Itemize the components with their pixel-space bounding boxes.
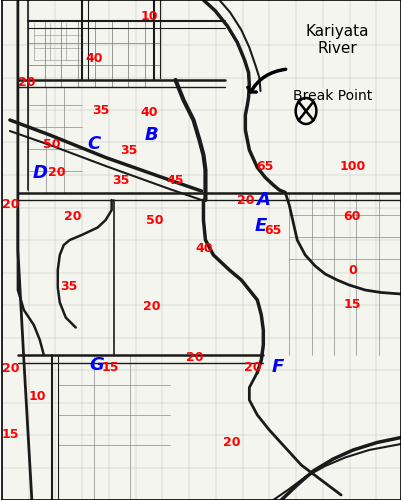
Text: 50: 50 — [146, 214, 163, 226]
Text: 20: 20 — [64, 210, 82, 223]
Text: 60: 60 — [344, 210, 361, 222]
Text: G: G — [89, 356, 104, 374]
Text: 65: 65 — [257, 160, 274, 172]
Text: 15: 15 — [102, 361, 119, 374]
Text: 40: 40 — [140, 106, 158, 118]
Text: 20: 20 — [186, 351, 203, 364]
Text: Kariyata
River: Kariyata River — [306, 24, 369, 56]
Text: 20: 20 — [2, 362, 19, 376]
Text: 20: 20 — [2, 198, 19, 211]
Text: 0: 0 — [349, 264, 357, 276]
Text: 35: 35 — [60, 280, 78, 292]
Text: 40: 40 — [196, 242, 213, 256]
Text: 20: 20 — [143, 300, 160, 312]
Text: 20: 20 — [223, 436, 240, 448]
Text: C: C — [87, 135, 100, 153]
Text: F: F — [272, 358, 284, 376]
Text: 10: 10 — [141, 10, 158, 24]
Text: 35: 35 — [92, 104, 109, 117]
Text: 35: 35 — [120, 144, 138, 156]
Text: 35: 35 — [112, 174, 130, 188]
Text: A: A — [256, 191, 270, 209]
Text: 15: 15 — [344, 298, 361, 310]
Text: 65: 65 — [265, 224, 282, 237]
Text: D: D — [32, 164, 47, 182]
Text: Break Point: Break Point — [293, 89, 373, 103]
Text: E: E — [254, 217, 267, 235]
Text: 20: 20 — [48, 166, 66, 179]
Text: 20: 20 — [244, 361, 261, 374]
Text: 10: 10 — [28, 390, 46, 402]
Text: 45: 45 — [167, 174, 184, 188]
Text: 50: 50 — [43, 138, 61, 150]
Text: B: B — [145, 126, 158, 144]
Text: 15: 15 — [2, 428, 19, 442]
Text: 20: 20 — [237, 194, 254, 207]
Text: 20: 20 — [18, 76, 35, 88]
Text: 40: 40 — [85, 52, 102, 66]
Text: 100: 100 — [340, 160, 366, 172]
